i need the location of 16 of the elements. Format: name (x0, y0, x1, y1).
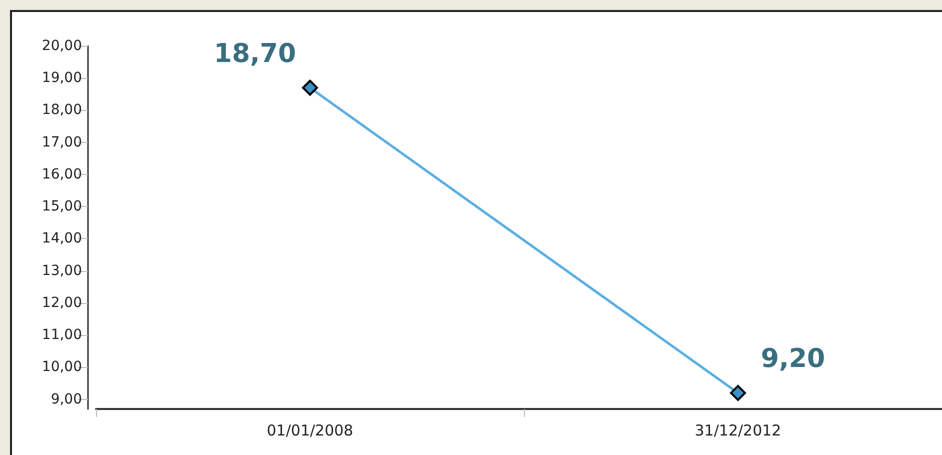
data-label: 18,70 (214, 38, 296, 69)
y-tick-label: 14,00 (42, 230, 82, 247)
x-tick-label: 31/12/2012 (694, 422, 782, 440)
y-tick-label: 18,00 (42, 102, 82, 118)
y-tick-label: 10,00 (42, 359, 82, 376)
y-tick-label: 9,00 (50, 391, 82, 408)
y-tick-label: 12,00 (42, 294, 82, 311)
y-tick-label: 16,00 (42, 166, 82, 182)
y-tick-label: 20,00 (42, 38, 82, 54)
y-tick-label: 15,00 (42, 198, 82, 215)
data-label: 9,20 (760, 344, 826, 374)
x-tick-label: 01/01/2008 (266, 422, 354, 440)
y-tick-label: 19,00 (42, 70, 82, 86)
y-tick-label: 17,00 (42, 134, 82, 150)
y-tick-label: 13,00 (42, 262, 82, 279)
y-tick-label: 11,00 (42, 327, 82, 344)
